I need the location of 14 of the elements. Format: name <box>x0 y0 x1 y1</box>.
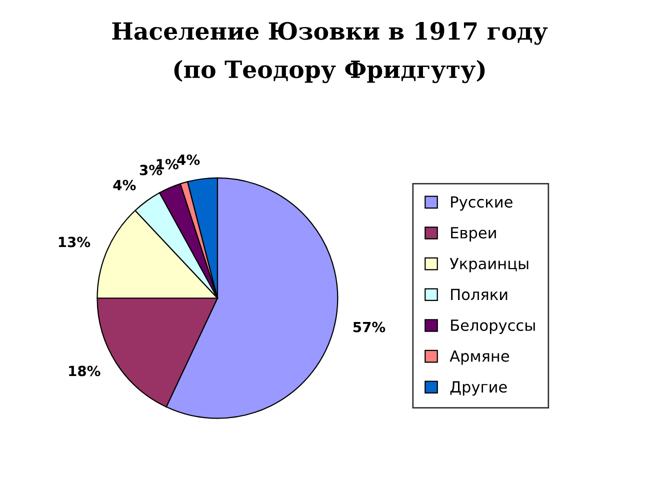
legend-label: Украинцы <box>450 258 528 272</box>
legend-label: Армяне <box>450 350 510 365</box>
legend-label: Евреи <box>451 227 496 242</box>
data-label: 13% <box>58 236 90 248</box>
legend-label: Белоруссы <box>451 320 535 334</box>
legend-label: Другие <box>450 381 507 396</box>
data-label: 18% <box>69 366 100 376</box>
legend-label: Поляки <box>451 288 508 300</box>
data-label: 57% <box>353 322 386 332</box>
chart-title: Население Юзовки в 1917 году <box>112 22 548 45</box>
data-label: 4% <box>177 154 200 166</box>
legend-label: Русские <box>451 196 512 211</box>
data-label: 4% <box>113 180 136 190</box>
chart-subtitle: (по Теодору Фридгуту) <box>174 60 485 84</box>
